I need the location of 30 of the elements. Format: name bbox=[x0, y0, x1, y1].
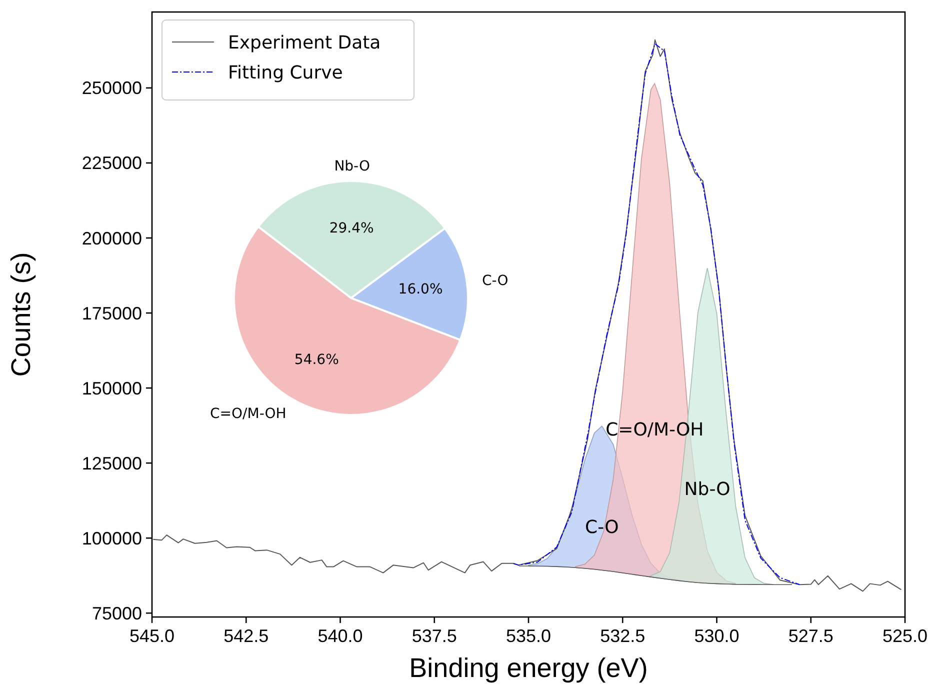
y-tick-label: 175000 bbox=[82, 303, 142, 324]
data-label: 16.0% bbox=[398, 281, 443, 298]
y-tick-label: 125000 bbox=[82, 453, 142, 474]
y-tick-label: 75000 bbox=[92, 603, 142, 624]
legend-label: Experiment Data bbox=[228, 32, 381, 54]
x-tick-label: 545.0 bbox=[129, 626, 175, 646]
series-label: C-O bbox=[585, 517, 619, 538]
data-label: 54.6% bbox=[294, 352, 339, 368]
x-tick-label: 537.5 bbox=[412, 626, 457, 646]
series-label: Nb-O bbox=[684, 478, 730, 500]
slice-label: Nb-O bbox=[334, 158, 370, 175]
x-tick-label: 525.0 bbox=[882, 626, 928, 646]
x-tick-label: 527.5 bbox=[788, 626, 834, 646]
x-tick-label: 535.0 bbox=[506, 626, 552, 646]
y-tick-label: 225000 bbox=[82, 153, 142, 174]
data-label: 29.4% bbox=[329, 220, 374, 237]
x-tick-label: 532.5 bbox=[600, 626, 646, 646]
slice-label: C-O bbox=[482, 272, 508, 289]
x-tick-label: 530.0 bbox=[694, 626, 740, 646]
slice-label: C=O/M-OH bbox=[210, 406, 286, 422]
y-axis-title: Counts (s) bbox=[6, 252, 36, 377]
legend-label: Fitting Curve bbox=[228, 62, 343, 84]
y-tick-label: 150000 bbox=[82, 378, 142, 398]
x-tick-label: 540.0 bbox=[318, 626, 363, 646]
y-tick-label: 200000 bbox=[82, 228, 142, 248]
x-axis-title: Binding energy (eV) bbox=[409, 653, 648, 683]
x-tick-label: 542.5 bbox=[224, 626, 269, 646]
y-tick-label: 100000 bbox=[82, 528, 142, 548]
y-tick-label: 250000 bbox=[82, 78, 142, 98]
series-label: C=O/M-OH bbox=[606, 420, 704, 441]
